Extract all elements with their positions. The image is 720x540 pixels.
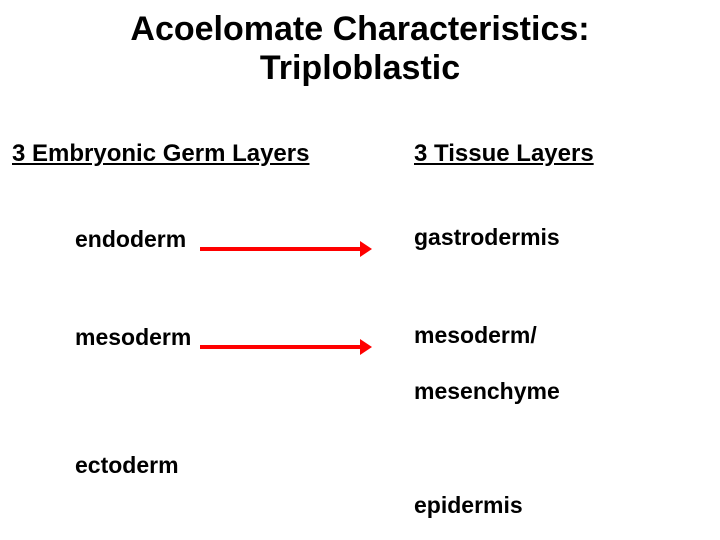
arrow-head-icon [360,339,372,355]
arrow-line [200,247,360,251]
arrow-head-icon [360,241,372,257]
germ-layer-term: endoderm [75,226,186,253]
slide-title: Acoelomate Characteristics: Triploblasti… [0,0,720,88]
germ-layer-term: mesoderm [75,324,191,351]
tissue-layer-term: gastrodermis [414,224,560,251]
mapping-arrow [200,339,376,355]
tissue-layer-term: epidermis [414,492,523,519]
title-line-2: Triploblastic [0,49,720,88]
right-column-heading: 3 Tissue Layers [414,140,594,168]
left-column-heading: 3 Embryonic Germ Layers [12,140,309,168]
tissue-layer-term: mesoderm/ [414,322,537,349]
tissue-layer-term: mesenchyme [414,378,560,405]
germ-layer-term: ectoderm [75,452,179,479]
arrow-line [200,345,360,349]
title-line-1: Acoelomate Characteristics: [0,10,720,49]
mapping-arrow [200,241,376,257]
